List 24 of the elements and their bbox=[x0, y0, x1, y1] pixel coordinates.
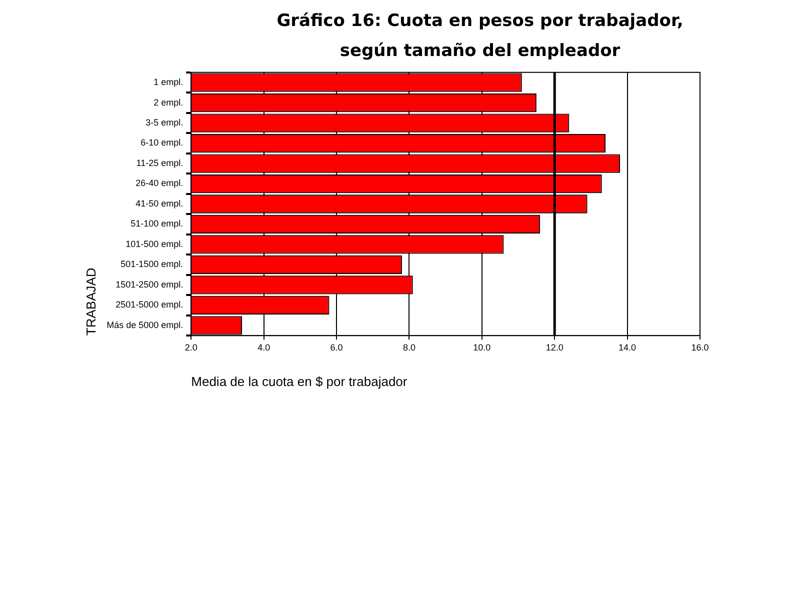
y-tick-label: 51-100 empl. bbox=[130, 218, 184, 229]
y-tick-label: 2 empl. bbox=[154, 97, 184, 108]
x-tick-label: 14.0 bbox=[618, 342, 636, 352]
y-tick-label: 6-10 empl. bbox=[140, 138, 184, 148]
x-tick-label: 4.0 bbox=[258, 342, 270, 352]
x-tick-label: 6.0 bbox=[330, 342, 343, 352]
x-tick-label: 16.0 bbox=[691, 342, 709, 352]
x-tick-label: 12.0 bbox=[546, 342, 564, 352]
y-tick-label: 1 empl. bbox=[154, 77, 184, 88]
y-tick-label: Más de 5000 empl. bbox=[106, 320, 184, 330]
y-tick-label: 3-5 empl. bbox=[146, 118, 184, 128]
y-tick-label: 2501-5000 empl. bbox=[116, 300, 184, 310]
y-tick-label: 11-25 empl. bbox=[136, 158, 184, 168]
y-tick-label: 41-50 empl. bbox=[136, 198, 184, 208]
y-tick-label: 501-1500 empl. bbox=[120, 259, 184, 270]
y-tick-label: 1501-2500 empl. bbox=[116, 279, 184, 290]
x-tick-label: 2.0 bbox=[184, 342, 198, 352]
x-tick-label: 8.0 bbox=[402, 342, 416, 352]
x-tick-label: 10.0 bbox=[473, 342, 491, 352]
x-axis-title: Media de la cuota en $ por trabajador bbox=[191, 374, 408, 389]
chart-title: Gráfico 16: Cuota en pesos por trabajador, según tamaño del empleador bbox=[276, 10, 684, 63]
y-tick-label: 26-40 empl. bbox=[136, 178, 184, 188]
y-axis-title: TRABAJAD bbox=[83, 268, 98, 336]
y-tick-label: 101-500 empl. bbox=[126, 238, 184, 249]
